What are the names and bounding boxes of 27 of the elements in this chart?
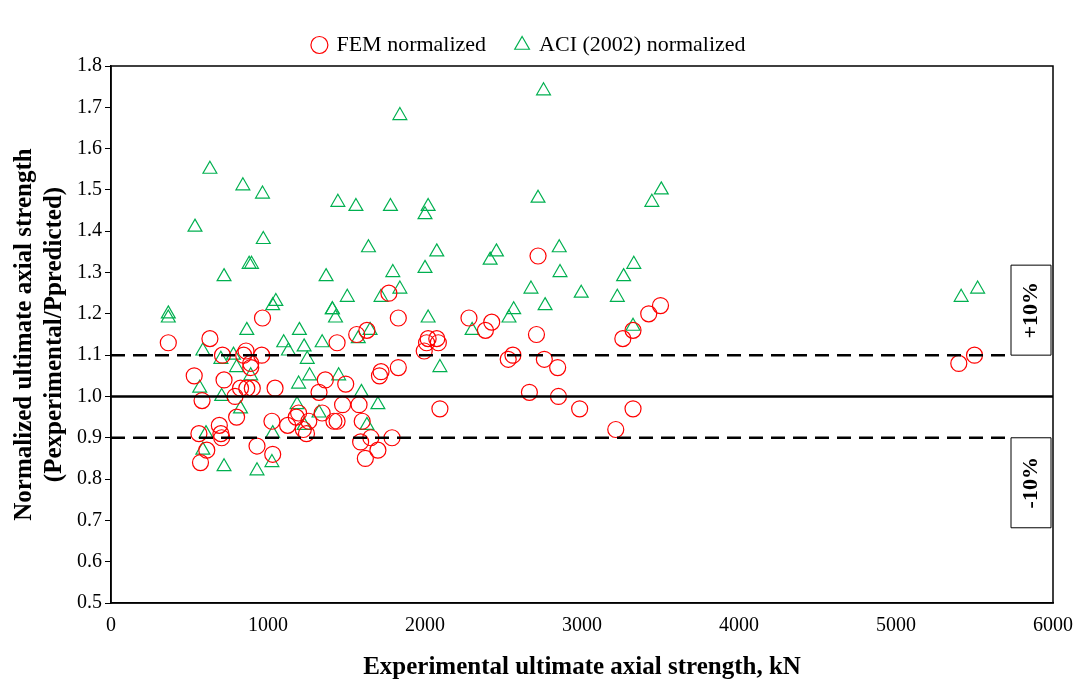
x-tick-label: 1000 <box>248 613 288 636</box>
y-tick-label: 1.7 <box>77 94 102 117</box>
y-tick-label: 1.0 <box>77 383 102 406</box>
y-tick-label: 1.8 <box>77 53 102 76</box>
y-tick-label: 1.6 <box>77 135 102 158</box>
annotation: -10% <box>1016 457 1042 509</box>
y-tick-label: 1.3 <box>77 259 102 282</box>
y-tick-label: 0.5 <box>77 590 102 613</box>
annotation: +10% <box>1016 281 1042 339</box>
x-axis-title: Experimental ultimate axial strength, kN <box>363 652 801 680</box>
x-tick-label: 0 <box>106 613 116 636</box>
y-tick-label: 0.9 <box>77 425 102 448</box>
y-tick-label: 1.4 <box>77 218 102 241</box>
x-tick-label: 4000 <box>719 613 759 636</box>
x-tick-label: 6000 <box>1033 613 1073 636</box>
y-tick-label: 1.5 <box>77 177 102 200</box>
y-axis-title: Normalized ultimate axial strength (Pexperimental/Ppredicted) <box>9 148 68 521</box>
y-tick-label: 1.2 <box>77 301 102 324</box>
x-tick-label: 2000 <box>405 613 445 636</box>
y-tick-label: 0.6 <box>77 548 102 571</box>
y-tick-label: 1.1 <box>77 342 102 365</box>
y-tick-label: 0.8 <box>77 466 102 489</box>
y-tick-label: 0.7 <box>77 507 102 530</box>
x-tick-label: 3000 <box>562 613 602 636</box>
x-tick-label: 5000 <box>876 613 916 636</box>
legend-label: FEM normalized <box>336 30 487 56</box>
legend-label: ACI (2002) normalized <box>539 30 746 56</box>
